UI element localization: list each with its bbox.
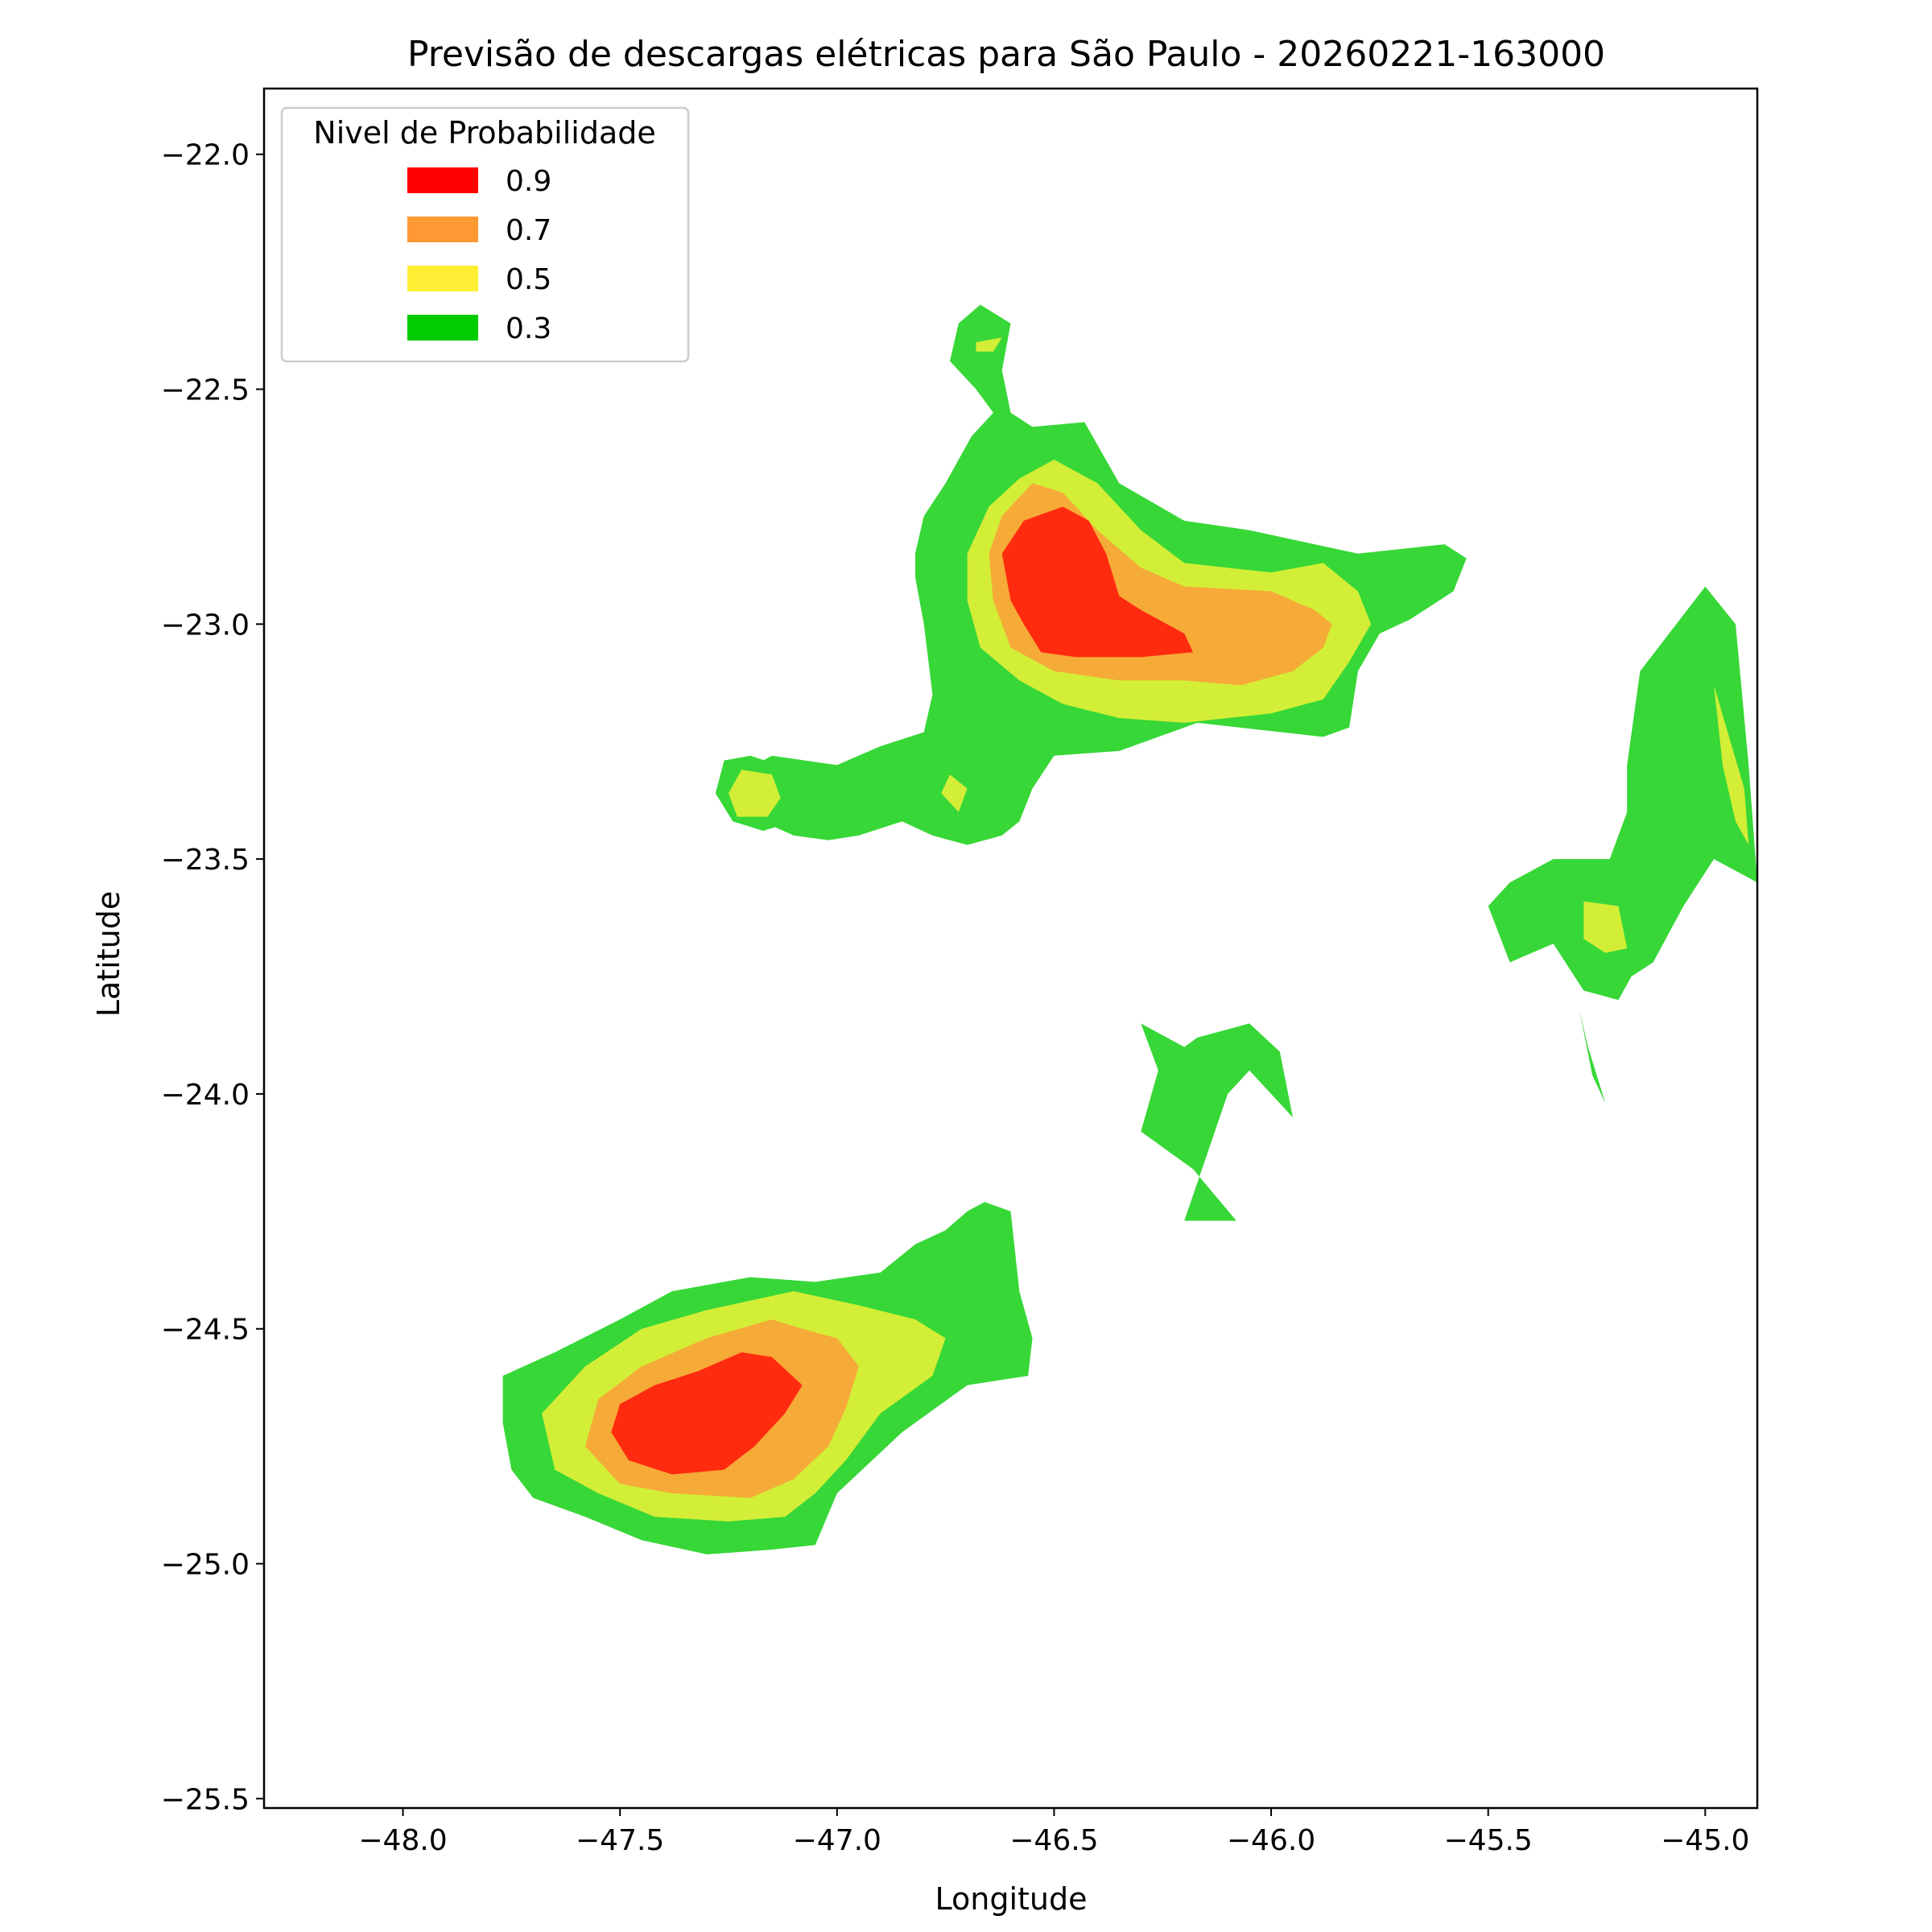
x-axis: −48.0 −47.5 −47.0 −46.5 −46.0 −45.5 −45.0 xyxy=(358,1808,1749,1857)
x-tick-label-1: −47.5 xyxy=(576,1824,664,1857)
plot-area xyxy=(262,87,1759,1810)
y-axis-label: Latitude xyxy=(91,891,126,1017)
region-level-05-1 xyxy=(976,337,1002,352)
x-tick-label-0: −48.0 xyxy=(358,1824,447,1857)
legend-swatch-3 xyxy=(407,315,478,341)
legend: Nivel de Probabilidade 0.9 0.7 0.5 0.3 xyxy=(280,106,690,363)
legend-box xyxy=(280,106,690,363)
x-tick-label-5: −45.5 xyxy=(1444,1824,1533,1857)
y-axis: −22.0 −22.5 −23.0 −23.5 −24.0 −24.5 −25.0 −25.5 xyxy=(161,139,264,1816)
legend-label-0: 0.9 xyxy=(506,165,551,198)
x-tick-label-4: −46.0 xyxy=(1227,1824,1315,1857)
legend-swatch-2 xyxy=(407,266,478,291)
region-level-05-7 xyxy=(941,774,968,812)
x-tick-label-3: −46.5 xyxy=(1009,1824,1098,1857)
x-tick-label-6: −45.0 xyxy=(1661,1824,1749,1857)
region-level-09-16 xyxy=(611,1352,803,1475)
y-tick-label-4: −24.0 xyxy=(161,1079,250,1112)
region-level-05-10 xyxy=(1583,901,1628,953)
legend-label-1: 0.7 xyxy=(506,214,551,247)
region-level-05-9 xyxy=(1714,685,1749,845)
legend-label-3: 0.3 xyxy=(506,312,551,345)
y-tick-label-3: −23.5 xyxy=(161,844,250,877)
legend-swatch-0 xyxy=(407,167,478,193)
y-tick-label-7: −25.5 xyxy=(161,1783,250,1816)
chart-title: Previsão de descargas elétricas para São… xyxy=(407,34,1605,75)
region-level-09-4 xyxy=(1001,506,1193,658)
region-level-05-6 xyxy=(729,770,781,817)
y-tick-label-0: −22.0 xyxy=(161,139,250,172)
y-tick-label-5: −24.5 xyxy=(161,1314,250,1347)
plot-frame xyxy=(262,87,1759,1810)
y-tick-label-6: −25.0 xyxy=(161,1549,250,1582)
x-axis-label: Longitude xyxy=(935,1881,1088,1917)
region-level-03-8 xyxy=(1488,586,1757,1001)
region-level-03-12 xyxy=(1141,1023,1293,1221)
legend-title: Nivel de Probabilidade xyxy=(313,115,655,151)
legend-label-2: 0.5 xyxy=(506,263,551,296)
x-tick-label-2: −47.0 xyxy=(793,1824,881,1857)
probability-regions xyxy=(502,304,1757,1554)
legend-entries: 0.9 0.7 0.5 0.3 xyxy=(407,165,551,345)
legend-swatch-1 xyxy=(407,217,478,242)
y-tick-label-1: −22.5 xyxy=(161,374,250,407)
y-tick-label-2: −23.0 xyxy=(161,609,250,642)
